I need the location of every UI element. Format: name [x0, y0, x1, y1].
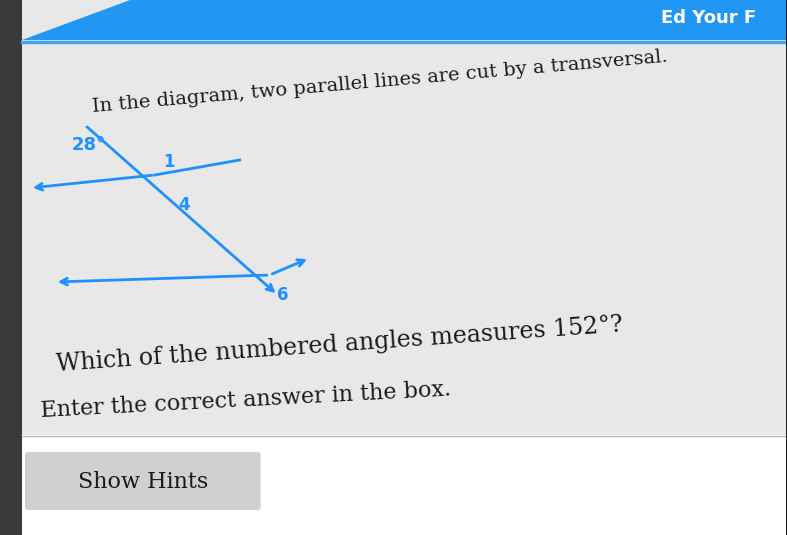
- Text: Show Hints: Show Hints: [78, 471, 208, 493]
- Text: Enter the correct answer in the box.: Enter the correct answer in the box.: [40, 378, 452, 422]
- Text: 28°: 28°: [72, 136, 106, 154]
- Text: In the diagram, two parallel lines are cut by a transversal.: In the diagram, two parallel lines are c…: [91, 48, 668, 116]
- Text: 6: 6: [277, 286, 288, 304]
- FancyBboxPatch shape: [25, 452, 260, 510]
- Bar: [0, 0, 22, 535]
- Text: Ed Your F: Ed Your F: [661, 9, 756, 27]
- Text: Which of the numbered angles measures 152°?: Which of the numbered angles measures 15…: [55, 314, 623, 376]
- Polygon shape: [22, 0, 786, 40]
- Text: 4: 4: [178, 196, 190, 214]
- Text: 1: 1: [163, 153, 174, 171]
- Bar: [22, 435, 786, 535]
